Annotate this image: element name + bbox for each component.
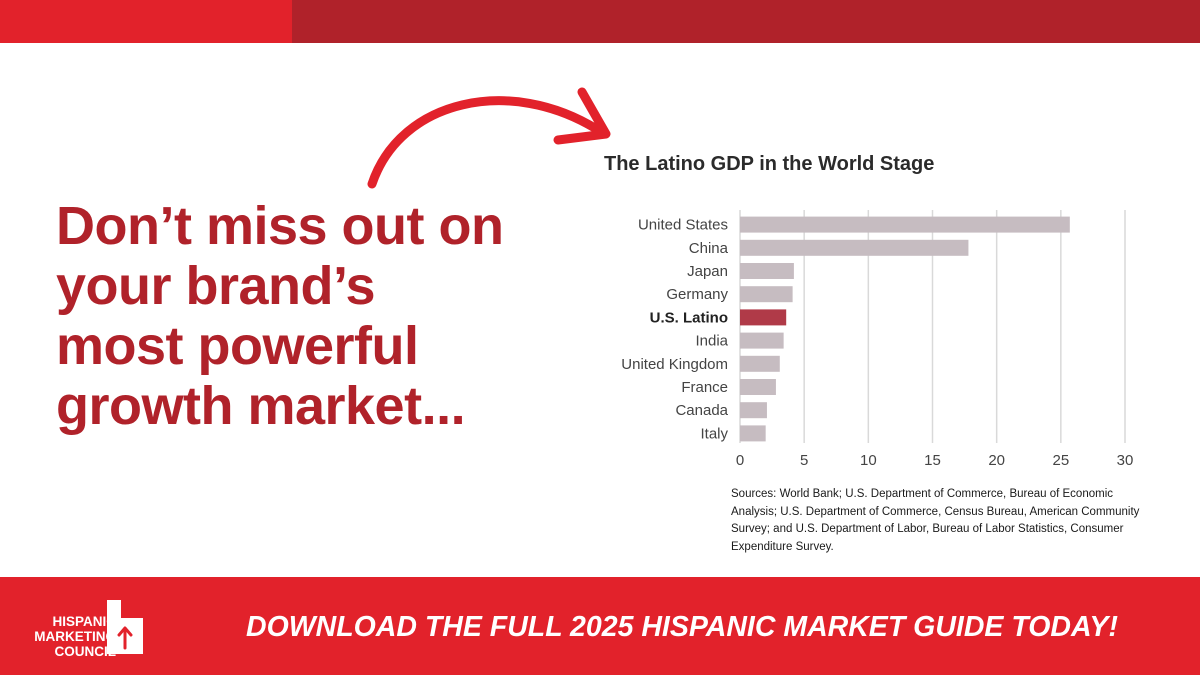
headline-line-2: your brand’s [56, 256, 376, 316]
bar-germany [740, 286, 793, 303]
x-tick-label: 20 [988, 452, 1005, 469]
x-tick-label: 15 [924, 452, 941, 469]
x-tick-label: 10 [860, 452, 877, 469]
logo-line-1: HISPANIC [52, 614, 116, 629]
category-label: India [695, 333, 728, 350]
bar-canada [740, 402, 767, 419]
bar-u-s-latino [740, 309, 787, 326]
x-tick-label: 25 [1052, 452, 1069, 469]
headline-line-4: growth market... [56, 376, 466, 436]
bar-japan [740, 263, 794, 279]
headline-line-1: Don’t miss out on [56, 196, 504, 256]
category-label: China [689, 240, 729, 257]
category-label: United Kingdom [621, 356, 728, 373]
curved-arrow-icon [367, 87, 611, 189]
sources-note: Sources: World Bank; U.S. Department of … [731, 488, 1140, 553]
logo-text: HISPANIC MARKETING COUNCIL [16, 614, 116, 659]
category-label: Italy [700, 425, 728, 442]
top-bar-right [292, 0, 1200, 43]
headline-line-3: most powerful [56, 316, 419, 376]
logo-line-3: COUNCIL [54, 644, 117, 659]
x-tick-label: 30 [1117, 452, 1134, 469]
x-tick-label: 0 [736, 452, 744, 469]
x-tick-label: 5 [800, 452, 808, 469]
bar-france [740, 379, 776, 395]
gdp-bar-chart: United States China Japan Germany U.S. Latin… [621, 210, 1134, 469]
category-label: Japan [687, 263, 728, 280]
category-label: France [681, 379, 728, 396]
category-label: Germany [666, 286, 728, 303]
hmc-logo-icon [107, 600, 143, 654]
bar-united-states [740, 216, 1070, 233]
category-label: United States [638, 217, 728, 234]
bar-united-kingdom [740, 355, 780, 372]
bar-china [740, 239, 969, 256]
footer-bar [0, 577, 1200, 675]
category-label: U.S. Latino [650, 309, 728, 326]
top-bar-left [0, 0, 292, 43]
headline: Don’t miss out on your brand’s most powe… [56, 196, 576, 436]
download-guide-link[interactable]: DOWNLOAD THE FULL 2025 HISPANIC MARKET G… [246, 611, 1118, 643]
chart-title: The Latino GDP in the World Stage [604, 153, 935, 175]
bar-india [740, 332, 784, 349]
bar-italy [740, 425, 766, 442]
logo-line-2: MARKETING [34, 629, 116, 644]
category-label: Canada [675, 402, 728, 419]
